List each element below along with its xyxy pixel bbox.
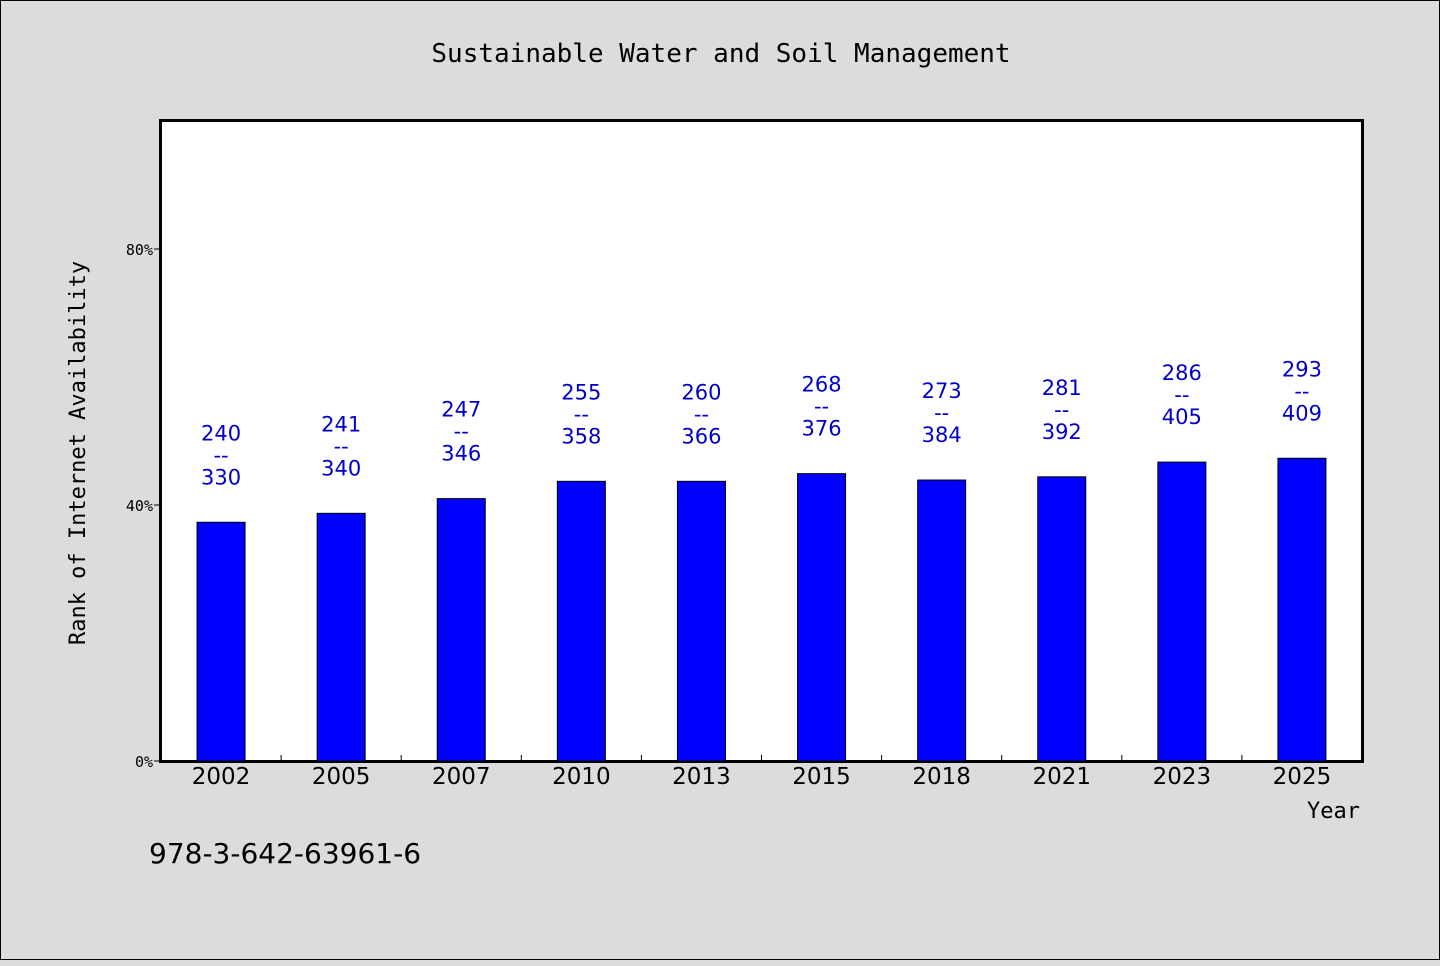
y-axis-label: Rank of Internet Availability — [66, 261, 91, 645]
bar-2025 — [1277, 457, 1327, 762]
x-tick-label-2025: 2025 — [1273, 764, 1332, 790]
bar-label-bottom-2005: 340 — [321, 456, 361, 480]
bar-label-top-2021: 281 — [1042, 376, 1082, 400]
x-tick-label-2005: 2005 — [312, 764, 371, 790]
bar-label-sep-2018: -- — [934, 401, 949, 425]
bar-label-bottom-2013: 366 — [681, 424, 721, 448]
bar-label-top-2007: 247 — [441, 398, 481, 422]
bar-2015 — [797, 473, 847, 762]
bar-2018 — [917, 479, 967, 762]
bars-group — [196, 457, 1327, 762]
y-tick-label-80: 80% — [126, 241, 153, 259]
x-tick-label-2021: 2021 — [1032, 764, 1091, 790]
bar-label-bottom-2018: 384 — [922, 423, 962, 447]
chart-title: Sustainable Water and Soil Management — [431, 39, 1010, 69]
bar-2013 — [676, 480, 726, 762]
bar-label-sep-2015: -- — [814, 395, 829, 419]
x-tick-label-2010: 2010 — [552, 764, 611, 790]
bar-2002 — [196, 521, 246, 762]
bar-label-bottom-2002: 330 — [201, 465, 241, 489]
bar-label-bottom-2025: 409 — [1282, 401, 1322, 425]
bar-label-top-2018: 273 — [922, 379, 962, 403]
bar-labels-group: 240--330241--340247--346255--358260--366… — [201, 357, 1322, 489]
bar-label-sep-2002: -- — [213, 443, 228, 467]
x-tick-label-2002: 2002 — [192, 764, 251, 790]
x-axis-ticks: 2002 2005 2007 2010 2013 2015 2018 2021 2023 2025 — [192, 755, 1331, 790]
bar-label-sep-2025: -- — [1294, 379, 1309, 403]
x-tick-label-2015: 2015 — [792, 764, 851, 790]
x-tick-label-2007: 2007 — [432, 764, 491, 790]
bar-label-top-2013: 260 — [681, 380, 721, 404]
bar-label-top-2002: 240 — [201, 421, 241, 445]
x-tick-label-2023: 2023 — [1153, 764, 1212, 790]
bar-label-top-2023: 286 — [1162, 361, 1202, 385]
bar-label-sep-2021: -- — [1054, 398, 1069, 422]
bar-2023 — [1157, 461, 1207, 762]
bar-label-sep-2007: -- — [454, 420, 469, 444]
bar-2005 — [316, 512, 366, 762]
bar-2007 — [436, 498, 486, 762]
bar-label-top-2005: 241 — [321, 412, 361, 436]
bar-label-bottom-2010: 358 — [561, 424, 601, 448]
x-tick-label-2018: 2018 — [912, 764, 971, 790]
bar-label-bottom-2023: 405 — [1162, 405, 1202, 429]
x-tick-label-2013: 2013 — [672, 764, 731, 790]
bar-label-sep-2013: -- — [694, 402, 709, 426]
bar-label-sep-2023: -- — [1174, 383, 1189, 407]
y-tick-label-0: 0% — [135, 753, 153, 771]
bar-label-top-2025: 293 — [1282, 357, 1322, 381]
bar-2021 — [1037, 476, 1087, 762]
y-tick-label-40: 40% — [126, 497, 153, 515]
isbn-text: 978-3-642-63961-6 — [149, 837, 421, 870]
bar-label-top-2010: 255 — [561, 380, 601, 404]
bar-label-bottom-2015: 376 — [802, 417, 842, 441]
bar-label-sep-2005: -- — [334, 434, 349, 458]
bar-label-top-2015: 268 — [802, 373, 842, 397]
x-axis-label: Year — [1307, 799, 1360, 824]
bar-label-bottom-2007: 346 — [441, 442, 481, 466]
bar-label-bottom-2021: 392 — [1042, 420, 1082, 444]
y-axis-ticks: 0% 40% 80% — [126, 241, 161, 771]
bar-label-sep-2010: -- — [574, 402, 589, 426]
bar-2010 — [556, 480, 606, 762]
